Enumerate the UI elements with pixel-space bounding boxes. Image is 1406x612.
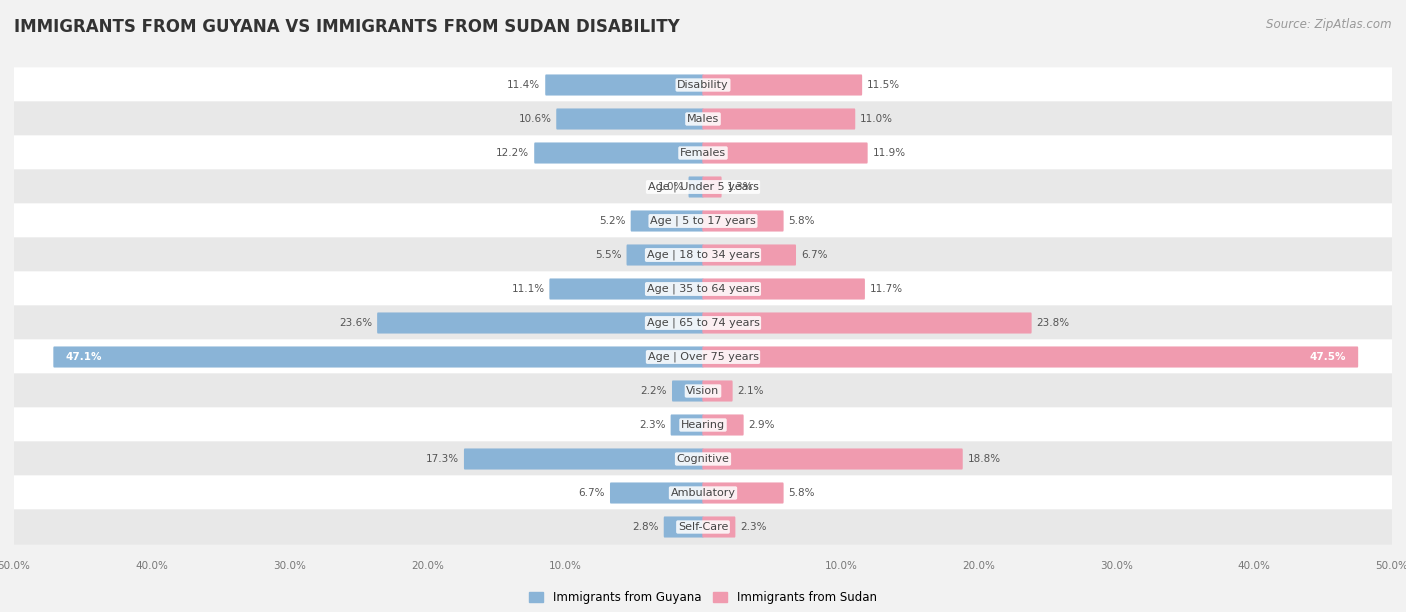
Text: 2.3%: 2.3% <box>740 522 766 532</box>
Text: 23.6%: 23.6% <box>339 318 373 328</box>
FancyBboxPatch shape <box>534 143 703 163</box>
FancyBboxPatch shape <box>14 373 1392 409</box>
Text: Males: Males <box>688 114 718 124</box>
FancyBboxPatch shape <box>14 67 1392 103</box>
Text: 1.0%: 1.0% <box>658 182 683 192</box>
Text: 6.7%: 6.7% <box>579 488 605 498</box>
FancyBboxPatch shape <box>689 176 703 198</box>
FancyBboxPatch shape <box>14 305 1392 341</box>
FancyBboxPatch shape <box>53 346 703 368</box>
Text: 23.8%: 23.8% <box>1036 318 1070 328</box>
FancyBboxPatch shape <box>703 211 783 231</box>
Text: Source: ZipAtlas.com: Source: ZipAtlas.com <box>1267 18 1392 31</box>
FancyBboxPatch shape <box>703 313 1032 334</box>
Text: 5.5%: 5.5% <box>595 250 621 260</box>
Text: Females: Females <box>681 148 725 158</box>
Text: Vision: Vision <box>686 386 720 396</box>
Text: 11.1%: 11.1% <box>512 284 544 294</box>
Legend: Immigrants from Guyana, Immigrants from Sudan: Immigrants from Guyana, Immigrants from … <box>524 586 882 608</box>
Text: 10.6%: 10.6% <box>519 114 551 124</box>
FancyBboxPatch shape <box>550 278 703 299</box>
Text: Age | Over 75 years: Age | Over 75 years <box>648 352 758 362</box>
FancyBboxPatch shape <box>14 203 1392 239</box>
Text: 5.8%: 5.8% <box>789 216 815 226</box>
FancyBboxPatch shape <box>703 517 735 537</box>
FancyBboxPatch shape <box>14 135 1392 171</box>
Text: 12.2%: 12.2% <box>496 148 530 158</box>
FancyBboxPatch shape <box>557 108 703 130</box>
Text: 47.1%: 47.1% <box>65 352 101 362</box>
FancyBboxPatch shape <box>703 414 744 436</box>
Text: 11.9%: 11.9% <box>873 148 905 158</box>
FancyBboxPatch shape <box>631 211 703 231</box>
FancyBboxPatch shape <box>627 244 703 266</box>
Text: 5.2%: 5.2% <box>599 216 626 226</box>
Text: 6.7%: 6.7% <box>801 250 827 260</box>
FancyBboxPatch shape <box>14 102 1392 136</box>
FancyBboxPatch shape <box>672 381 703 401</box>
Text: Hearing: Hearing <box>681 420 725 430</box>
Text: 11.5%: 11.5% <box>868 80 900 90</box>
FancyBboxPatch shape <box>703 244 796 266</box>
FancyBboxPatch shape <box>703 449 963 469</box>
Text: Age | 5 to 17 years: Age | 5 to 17 years <box>650 216 756 226</box>
FancyBboxPatch shape <box>703 143 868 163</box>
Text: 2.3%: 2.3% <box>640 420 666 430</box>
FancyBboxPatch shape <box>14 271 1392 307</box>
Text: Age | Under 5 years: Age | Under 5 years <box>648 182 758 192</box>
Text: 2.8%: 2.8% <box>633 522 659 532</box>
FancyBboxPatch shape <box>464 449 703 469</box>
FancyBboxPatch shape <box>546 75 703 95</box>
FancyBboxPatch shape <box>703 482 783 504</box>
FancyBboxPatch shape <box>703 278 865 299</box>
Text: 11.0%: 11.0% <box>860 114 893 124</box>
FancyBboxPatch shape <box>671 414 703 436</box>
Text: Disability: Disability <box>678 80 728 90</box>
Text: 11.7%: 11.7% <box>870 284 903 294</box>
Text: 18.8%: 18.8% <box>967 454 1001 464</box>
Text: 2.1%: 2.1% <box>738 386 763 396</box>
Text: Age | 18 to 34 years: Age | 18 to 34 years <box>647 250 759 260</box>
FancyBboxPatch shape <box>703 108 855 130</box>
Text: Ambulatory: Ambulatory <box>671 488 735 498</box>
FancyBboxPatch shape <box>14 339 1392 375</box>
Text: Cognitive: Cognitive <box>676 454 730 464</box>
FancyBboxPatch shape <box>14 441 1392 477</box>
FancyBboxPatch shape <box>703 176 721 198</box>
Text: Age | 65 to 74 years: Age | 65 to 74 years <box>647 318 759 328</box>
Text: Age | 35 to 64 years: Age | 35 to 64 years <box>647 284 759 294</box>
FancyBboxPatch shape <box>14 170 1392 204</box>
Text: 1.3%: 1.3% <box>727 182 754 192</box>
FancyBboxPatch shape <box>703 346 1358 368</box>
Text: 11.4%: 11.4% <box>508 80 540 90</box>
FancyBboxPatch shape <box>703 381 733 401</box>
FancyBboxPatch shape <box>703 75 862 95</box>
FancyBboxPatch shape <box>377 313 703 334</box>
Text: Self-Care: Self-Care <box>678 522 728 532</box>
FancyBboxPatch shape <box>14 509 1392 545</box>
FancyBboxPatch shape <box>610 482 703 504</box>
FancyBboxPatch shape <box>664 517 703 537</box>
Text: 47.5%: 47.5% <box>1310 352 1347 362</box>
Text: IMMIGRANTS FROM GUYANA VS IMMIGRANTS FROM SUDAN DISABILITY: IMMIGRANTS FROM GUYANA VS IMMIGRANTS FRO… <box>14 18 681 36</box>
Text: 2.9%: 2.9% <box>748 420 775 430</box>
Text: 2.2%: 2.2% <box>641 386 668 396</box>
FancyBboxPatch shape <box>14 476 1392 510</box>
Text: 17.3%: 17.3% <box>426 454 460 464</box>
FancyBboxPatch shape <box>14 408 1392 442</box>
Text: 5.8%: 5.8% <box>789 488 815 498</box>
FancyBboxPatch shape <box>14 237 1392 273</box>
